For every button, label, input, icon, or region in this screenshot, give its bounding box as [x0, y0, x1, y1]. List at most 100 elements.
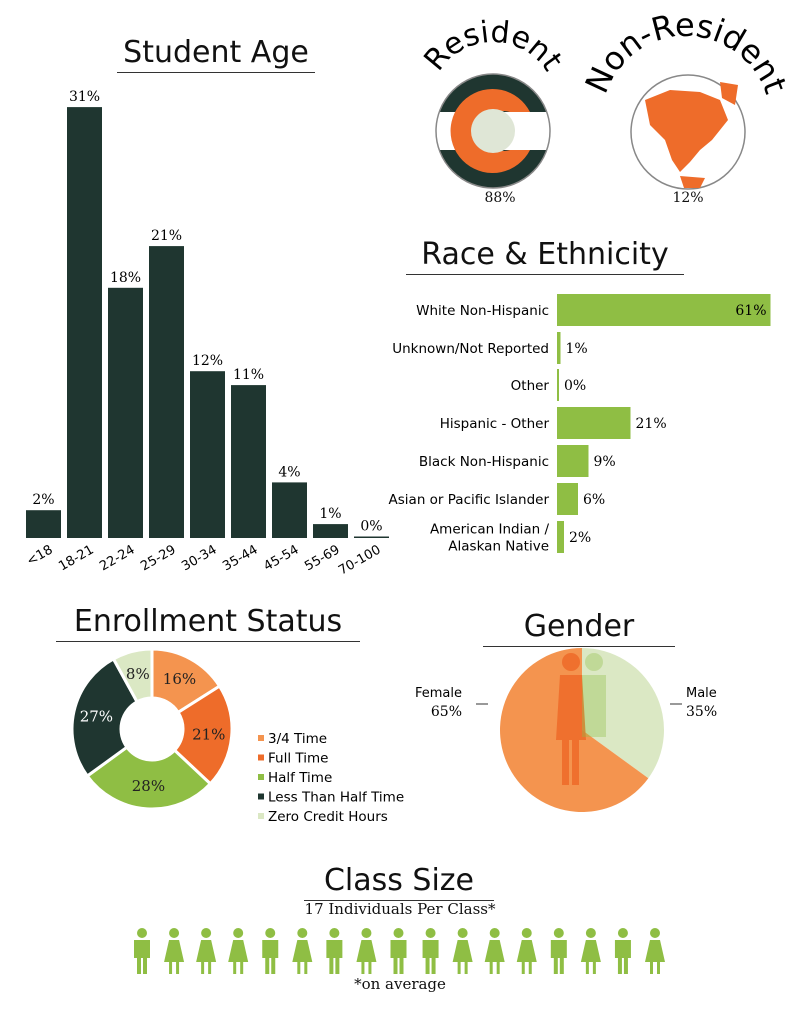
legend-label: Full Time	[268, 751, 328, 767]
female-person-icon	[650, 928, 660, 938]
female-label: Female	[415, 686, 462, 701]
female-person-icon	[356, 940, 377, 974]
age-category-label: <18	[24, 542, 55, 569]
female-person-icon	[489, 928, 500, 938]
race-value-label: 0%	[564, 378, 586, 394]
age-value-label: 12%	[192, 353, 223, 369]
female-figure-icon	[556, 675, 586, 785]
race-category-label: White Non-Hispanic	[416, 303, 549, 319]
race-value-label: 6%	[583, 492, 605, 508]
age-bar	[272, 482, 307, 538]
enrollment-value-label: 16%	[163, 670, 196, 688]
age-category-label: 70-100	[336, 542, 383, 578]
age-value-label: 4%	[278, 464, 300, 480]
race-value-label: 61%	[735, 303, 766, 319]
enrollment-chart: 16% 3/4 Time 21% Full Time 28% Half Time 27% Le…	[70, 647, 404, 825]
enrollment-slice	[85, 745, 213, 811]
male-person-icon	[422, 940, 439, 974]
male-slice	[582, 648, 664, 779]
female-person-icon	[233, 928, 244, 938]
female-person-icon	[645, 940, 665, 974]
race-category-label: American Indian /	[430, 522, 550, 538]
race-bar	[557, 521, 564, 553]
female-person-icon	[292, 940, 313, 974]
male-person-icon	[425, 928, 436, 938]
class-size-subtitle: 17 Individuals Per Class*	[304, 900, 496, 918]
enrollment-slice	[111, 647, 154, 704]
male-figure-icon	[582, 675, 606, 737]
legend-label: 3/4 Time	[268, 731, 327, 747]
race-category-label: Black Non-Hispanic	[419, 454, 549, 470]
male-person-icon	[614, 940, 631, 974]
race-value-label: 9%	[594, 454, 616, 470]
male-person-icon	[134, 940, 150, 974]
race-category-label: Asian or Pacific Islander	[389, 492, 550, 508]
male-value: 35%	[686, 704, 717, 720]
enrollment-slice	[172, 684, 234, 786]
male-label: Male	[686, 686, 717, 701]
male-person-icon	[137, 928, 147, 938]
age-bar	[67, 107, 102, 538]
race-bar	[557, 369, 559, 401]
race-value-label: 1%	[566, 341, 588, 357]
male-person-icon	[550, 940, 567, 974]
legend-swatch	[258, 754, 264, 761]
female-person-icon	[201, 928, 212, 938]
female-person-icon	[361, 928, 372, 938]
enrollment-title: Enrollment Status	[56, 603, 360, 642]
female-person-icon	[196, 940, 217, 974]
race-bar	[557, 445, 589, 477]
student-age-title: Student Age	[117, 34, 315, 73]
race-category-label: Other	[511, 378, 550, 394]
class-size-footnote: *on average	[354, 975, 446, 993]
resident-label: Resident	[417, 14, 569, 77]
age-category-label: 45-54	[261, 542, 301, 574]
legend-swatch	[258, 774, 264, 780]
age-bar	[26, 510, 61, 538]
male-person-icon	[617, 928, 628, 938]
female-person-icon	[484, 940, 505, 974]
race-category-label: Alaskan Native	[448, 539, 549, 555]
age-value-label: 0%	[360, 519, 382, 535]
race-category-label: Unknown/Not Reported	[392, 341, 549, 357]
race-bar	[557, 483, 578, 515]
female-person-icon	[521, 928, 532, 938]
male-person-icon	[326, 940, 343, 974]
age-value-label: 2%	[32, 492, 54, 508]
enrollment-value-label: 8%	[126, 665, 150, 683]
age-category-label: 22-24	[97, 542, 137, 574]
enrollment-slice	[70, 656, 140, 779]
age-value-label: 18%	[110, 270, 141, 286]
age-bar	[190, 371, 225, 538]
gender-title: Gender	[483, 608, 675, 647]
age-category-label: 18-21	[56, 542, 96, 574]
female-person-icon	[585, 928, 596, 938]
male-person-icon	[329, 928, 340, 938]
student-age-chart: 2% <18 31% 18-21 18% 22-24 21% 25-29 12% 30-34 11%…	[24, 89, 389, 578]
female-person-icon	[516, 940, 537, 974]
age-bar	[108, 287, 143, 538]
age-category-label: 35-44	[220, 542, 260, 574]
race-value-label: 2%	[569, 530, 591, 546]
female-person-icon	[297, 928, 308, 938]
female-person-icon	[164, 940, 185, 974]
age-value-label: 31%	[69, 89, 100, 105]
enrollment-value-label: 28%	[132, 777, 165, 795]
male-person-icon	[262, 940, 279, 974]
enrollment-value-label: 27%	[80, 708, 113, 726]
male-figure-icon	[585, 653, 603, 671]
race-bar	[557, 294, 771, 326]
age-value-label: 21%	[151, 228, 182, 244]
age-bar	[313, 524, 348, 538]
female-person-icon	[169, 928, 180, 938]
female-person-icon	[228, 940, 249, 974]
age-bar	[231, 385, 266, 538]
age-category-label: 55-69	[302, 542, 342, 574]
female-value: 65%	[431, 704, 462, 720]
race-value-label: 21%	[636, 416, 667, 432]
legend-swatch	[258, 813, 264, 819]
enrollment-value-label: 21%	[192, 725, 225, 743]
female-person-icon	[452, 940, 473, 974]
colorado-flag-icon	[436, 74, 550, 188]
